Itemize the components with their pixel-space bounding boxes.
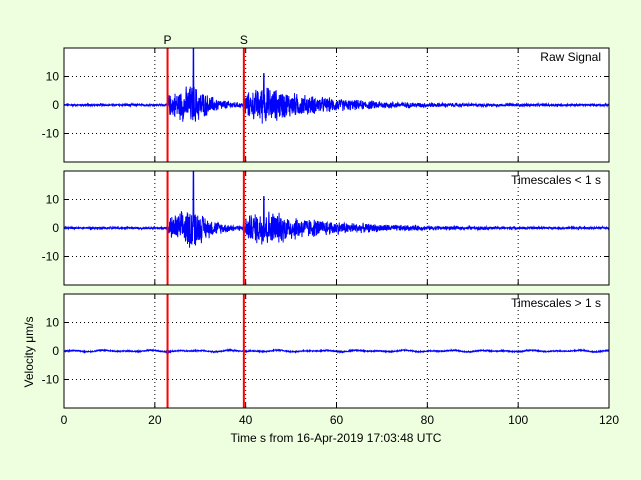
x-axis-title: Time s from 16-Apr-2019 17:03:48 UTC [231, 431, 442, 445]
y-axis-title: Velocity μm/s [22, 317, 36, 388]
phase-label-s: S [240, 33, 248, 47]
y-tick-label: 0 [52, 98, 59, 112]
signal-trace [64, 48, 609, 124]
signal-trace [64, 348, 609, 354]
y-tick-label: -10 [42, 373, 60, 387]
y-tick-label: 0 [52, 344, 59, 358]
panel-label: Timescales > 1 s [511, 296, 601, 310]
signal-trace [64, 171, 609, 248]
x-tick-label: 120 [599, 413, 619, 427]
panel-label: Raw Signal [540, 50, 601, 64]
x-tick-label: 60 [330, 413, 344, 427]
panel-3: -10 0 10 Timescales > 1 s [42, 293, 610, 409]
panel-frame [63, 170, 610, 286]
y-tick-label: 10 [46, 193, 60, 207]
phase-label-p: P [164, 33, 172, 47]
x-tick-label: 100 [508, 413, 528, 427]
y-tick-label: 10 [46, 70, 60, 84]
x-tick-label: 80 [421, 413, 435, 427]
y-tick-label: 10 [46, 316, 60, 330]
panel-frame [63, 293, 610, 409]
x-tick-label: 40 [239, 413, 253, 427]
x-tick-label: 20 [148, 413, 162, 427]
panel-label: Timescales < 1 s [511, 173, 601, 187]
x-tick-label: 0 [61, 413, 68, 427]
panel-1: -10 0 10 Raw Signal [42, 47, 610, 163]
panel-2: -10 0 10 Timescales < 1 s [42, 170, 610, 286]
y-tick-label: -10 [42, 127, 60, 141]
y-tick-label: 0 [52, 221, 59, 235]
panel-frame [63, 47, 610, 163]
y-tick-label: -10 [42, 250, 60, 264]
